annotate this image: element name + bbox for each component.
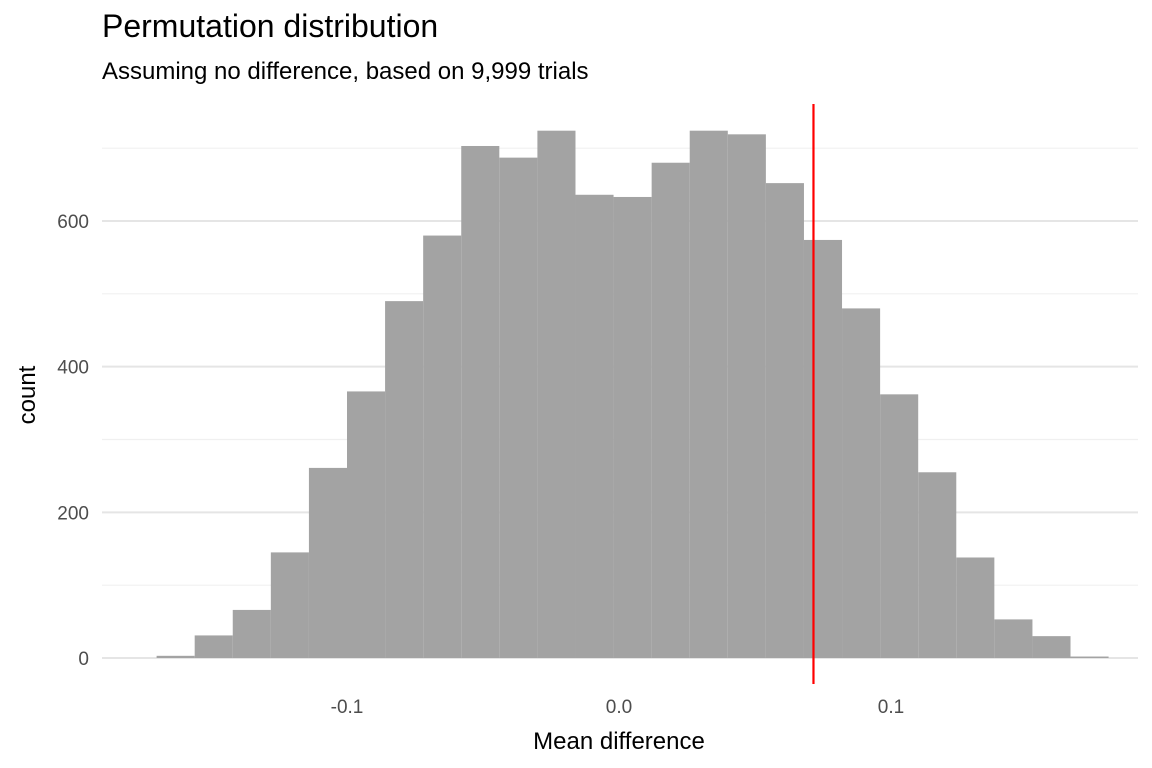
x-tick-label: 0.1 — [878, 697, 904, 718]
histogram-bar — [347, 391, 386, 658]
histogram-bar — [461, 145, 500, 658]
y-tick-label: 400 — [57, 358, 89, 379]
histogram-bar — [689, 130, 728, 659]
histogram-bar — [575, 194, 614, 658]
histogram-bars — [156, 130, 1109, 659]
y-tick-label: 0 — [78, 649, 89, 670]
histogram-bar — [423, 235, 462, 659]
histogram-bar — [651, 162, 690, 658]
chart-subtitle: Assuming no difference, based on 9,999 t… — [102, 58, 589, 85]
y-tick-label: 200 — [57, 503, 89, 524]
histogram-bar — [803, 239, 843, 659]
x-tick-label: -0.1 — [331, 697, 364, 718]
histogram-bar — [842, 308, 881, 658]
histogram-bar — [994, 619, 1033, 658]
chart-title: Permutation distribution — [102, 8, 439, 44]
histogram-bar — [232, 609, 271, 658]
histogram-bar — [1070, 656, 1109, 658]
y-tick-label: 600 — [57, 212, 89, 233]
histogram-bar — [727, 134, 766, 658]
histogram-bar — [194, 635, 233, 658]
axis-ticks: 0 200 400 600 -0.1 0.0 0.1 — [57, 212, 904, 718]
histogram-bar — [1032, 636, 1071, 658]
histogram-bar — [156, 655, 195, 658]
histogram-bar — [537, 130, 576, 659]
histogram-bar — [499, 157, 538, 658]
histogram-bar — [880, 394, 919, 658]
histogram-bar — [270, 552, 309, 658]
histogram-bar — [956, 557, 995, 658]
x-tick-label: 0.0 — [606, 697, 632, 718]
histogram-bar — [308, 467, 347, 658]
histogram-bar — [613, 196, 652, 658]
histogram-bar — [765, 183, 804, 659]
x-axis-title: Mean difference — [533, 728, 705, 755]
y-axis-title: count — [14, 365, 41, 424]
histogram-bar — [918, 472, 957, 658]
histogram-bar — [385, 301, 424, 658]
